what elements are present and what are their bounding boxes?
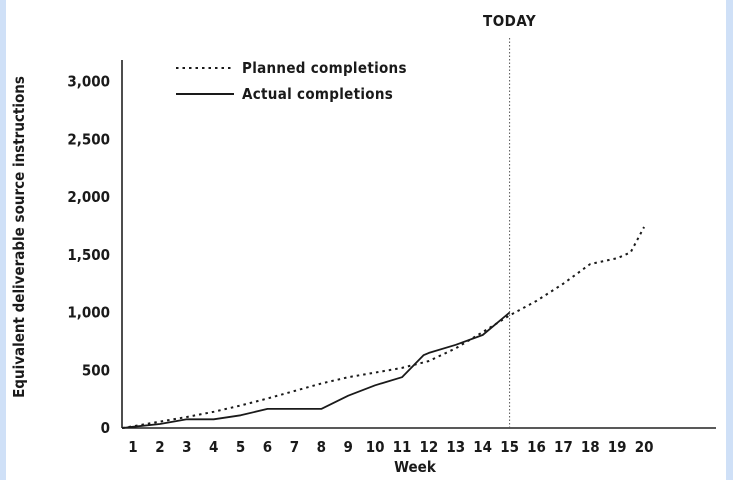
x-tick-label: 2 bbox=[155, 438, 164, 456]
today-label: TODAY bbox=[483, 12, 536, 30]
x-tick-label: 19 bbox=[608, 438, 627, 456]
line-chart: Equivalent deliverable source instructio… bbox=[10, 12, 716, 476]
x-tick-label: 20 bbox=[635, 438, 654, 456]
x-tick-label: 9 bbox=[344, 438, 353, 456]
y-tick-label: 1,500 bbox=[67, 246, 110, 264]
legend: Planned completions Actual completions bbox=[176, 59, 407, 103]
actual-completions-line bbox=[122, 311, 511, 429]
x-tick-label: 16 bbox=[527, 438, 546, 456]
y-tick-label: 3,000 bbox=[67, 73, 110, 91]
y-tick-label: 2,500 bbox=[67, 130, 110, 148]
x-tick-label: 15 bbox=[500, 438, 519, 456]
x-tick-label: 17 bbox=[554, 438, 573, 456]
x-tick-label: 3 bbox=[182, 438, 191, 456]
x-tick-label: 6 bbox=[263, 438, 272, 456]
x-tick-label: 7 bbox=[290, 438, 299, 456]
y-tick-label: 0 bbox=[101, 419, 110, 437]
chart-frame: Equivalent deliverable source instructio… bbox=[6, 0, 726, 480]
y-axis-title-group: Equivalent deliverable source instructio… bbox=[10, 76, 28, 398]
x-tick-label: 5 bbox=[236, 438, 245, 456]
y-tick-label: 2,000 bbox=[67, 188, 110, 206]
x-tick-label: 12 bbox=[420, 438, 439, 456]
legend-label-actual: Actual completions bbox=[242, 85, 393, 103]
y-axis-title: Equivalent deliverable source instructio… bbox=[10, 76, 28, 398]
x-tick-label: 1 bbox=[128, 438, 137, 456]
x-axis-title: Week bbox=[394, 458, 437, 476]
x-tick-label: 13 bbox=[446, 438, 465, 456]
planned-completions-line bbox=[122, 226, 645, 429]
legend-label-planned: Planned completions bbox=[242, 59, 407, 77]
x-tick-label: 8 bbox=[317, 438, 326, 456]
x-tick-label: 18 bbox=[581, 438, 600, 456]
x-tick-label: 10 bbox=[366, 438, 385, 456]
y-tick-label: 1,000 bbox=[67, 304, 110, 322]
x-tick-label: 14 bbox=[473, 438, 492, 456]
y-tick-label: 500 bbox=[82, 361, 110, 379]
x-tick-label: 4 bbox=[209, 438, 218, 456]
x-tick-label: 11 bbox=[393, 438, 412, 456]
